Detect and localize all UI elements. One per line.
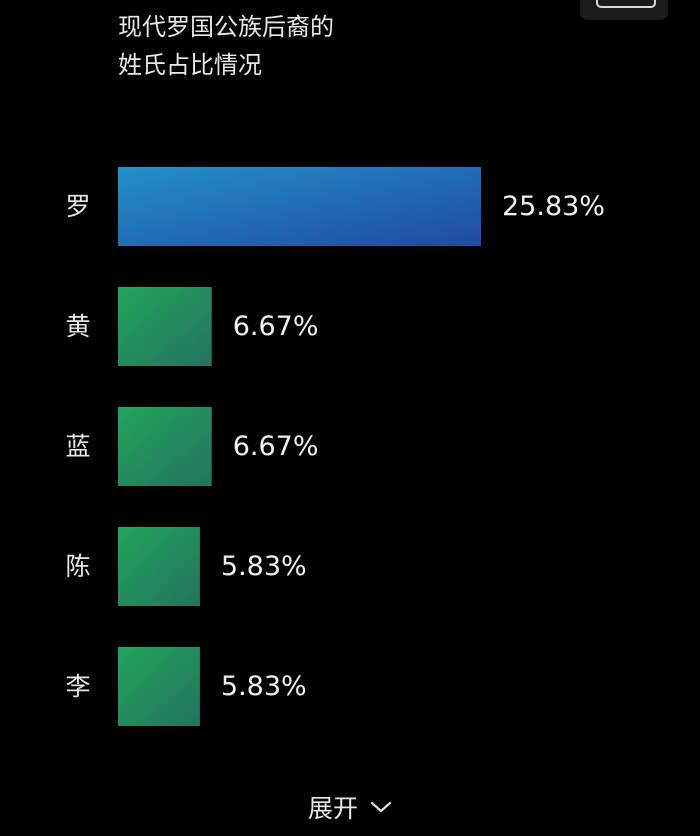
value-label: 6.67% — [233, 431, 319, 462]
category-label: 陈 — [65, 552, 90, 581]
value-label: 5.83% — [221, 671, 307, 702]
category-label: 黄 — [65, 312, 90, 341]
bar — [118, 287, 212, 366]
category-label: 罗 — [65, 192, 90, 221]
bar — [118, 527, 200, 606]
chart-title-line-1: 现代罗国公族后裔的 — [118, 13, 334, 41]
bar — [118, 647, 200, 726]
value-label: 25.83% — [502, 191, 605, 222]
bar — [118, 407, 212, 486]
bar-chart: 罗 25.83% 黄 6.67% 蓝 6.67% 陈 5.83% 李 5.83% — [65, 167, 605, 726]
chart-title: 现代罗国公族后裔的 姓氏占比情况 — [118, 8, 398, 84]
chart-title-line-2: 姓氏占比情况 — [118, 51, 262, 79]
category-label: 蓝 — [65, 432, 90, 461]
value-label: 6.67% — [233, 311, 319, 342]
top-corner-button[interactable] — [580, 0, 668, 20]
expand-button[interactable]: 展开 — [0, 782, 700, 832]
chevron-down-icon — [370, 800, 392, 814]
corner-button-icon — [596, 0, 656, 8]
category-label: 李 — [65, 672, 90, 701]
expand-label: 展开 — [307, 794, 358, 823]
value-label: 5.83% — [221, 551, 307, 582]
bar — [118, 167, 481, 246]
